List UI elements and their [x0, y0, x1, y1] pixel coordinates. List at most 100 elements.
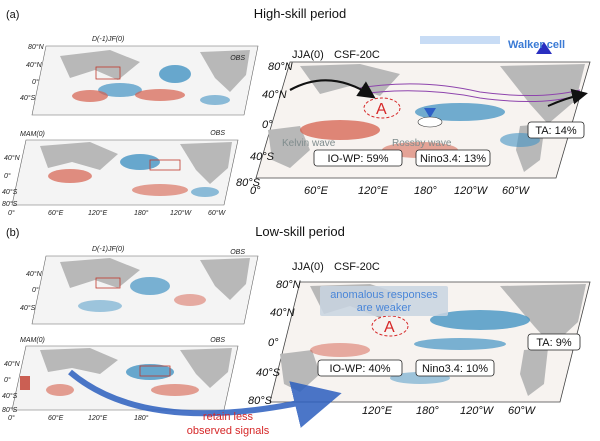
warm-anomaly	[135, 89, 185, 101]
io-wp-box	[317, 359, 403, 377]
lon-tick: 180°	[134, 209, 149, 217]
note-line-1: anomalous responses	[330, 289, 438, 301]
lon-tick: 120°E	[358, 185, 389, 197]
lon-tick: 0°	[8, 414, 15, 422]
signal-transfer-arrow	[68, 369, 342, 428]
cool-anomaly	[200, 95, 230, 105]
lat-tick: 40°S	[250, 151, 275, 163]
nino34-value: Nino3.4: 10%	[422, 363, 488, 375]
lat-tick: 80°S	[248, 395, 273, 407]
panel-a-title: High-skill period	[254, 6, 346, 21]
rossby-wave-label: Rossby wave	[392, 138, 452, 149]
lat-tick: 80°N	[28, 43, 45, 51]
lat-tick: 80°S	[2, 406, 18, 414]
lon-tick: 60°W	[508, 405, 537, 417]
lat-tick: 0°	[262, 119, 273, 131]
big-map-low-skill: A anomalous responses are weaker JJA(0) …	[248, 261, 591, 417]
warm-anomaly	[48, 169, 92, 183]
lon-tick: 60°W	[208, 209, 227, 217]
small-map-mam-a: MAM(0) OBS 40°N 0° 40°S 80°S 0° 60°E 120…	[2, 130, 239, 217]
nino34-box	[415, 149, 491, 167]
warm-anomaly	[72, 90, 108, 102]
lat-tick: 40°S	[20, 304, 36, 312]
index-box	[95, 66, 121, 80]
lat-tick: 0°	[4, 172, 11, 180]
small-map-obs-label: OBS	[210, 130, 225, 137]
warm-anomaly	[174, 294, 206, 306]
panel-b-title: Low-skill period	[255, 224, 345, 239]
cool-anomaly	[78, 300, 122, 312]
index-box	[95, 277, 121, 289]
wave-arrow	[547, 88, 588, 107]
warm-anomaly	[20, 376, 30, 390]
land-mass	[200, 50, 250, 92]
cool-anomaly	[120, 154, 160, 170]
small-map-season-label: D(-1)JF(0)	[92, 246, 124, 253]
lat-tick: 80°S	[2, 200, 18, 208]
warm-anomaly	[310, 343, 370, 357]
io-wp-value: IO-WP: 59%	[327, 153, 388, 165]
land-mass	[40, 348, 118, 374]
land-mass	[40, 142, 118, 170]
warm-anomaly	[132, 184, 188, 196]
warm-anomaly	[46, 384, 74, 396]
lat-tick: 40°S	[2, 188, 18, 196]
retain-line-2: observed signals	[187, 425, 270, 437]
lon-tick: 0°	[8, 209, 15, 217]
walker-arrowhead	[424, 108, 436, 118]
circulation-contour	[359, 90, 577, 103]
lon-tick: 180°	[414, 185, 437, 197]
cool-anomaly	[98, 83, 142, 97]
land-mass	[520, 348, 548, 396]
io-wp-value: IO-WP: 40%	[329, 363, 390, 375]
lat-tick: 0°	[32, 78, 39, 86]
panel-b-letter: (b)	[6, 227, 19, 239]
cool-anomaly	[430, 310, 530, 330]
ta-value: TA: 14%	[535, 125, 577, 137]
anomaly-marker: A	[376, 101, 387, 118]
lat-tick: 40°N	[270, 307, 295, 319]
anomaly-ellipse	[363, 97, 401, 119]
wave-arrow	[289, 79, 376, 99]
walker-arrowhead	[536, 42, 552, 54]
lat-tick: 80°N	[268, 61, 293, 73]
lon-tick: 120°W	[454, 185, 489, 197]
lat-tick: 80°N	[276, 279, 301, 291]
big-map-model: CSF-20C	[334, 261, 380, 273]
lon-tick: 120°W	[170, 209, 192, 217]
small-map-season-label: MAM(0)	[20, 337, 45, 344]
lat-tick: 40°N	[262, 89, 287, 101]
cool-anomaly	[415, 103, 505, 121]
small-map-obs-label: OBS	[230, 249, 245, 256]
warm-anomaly	[300, 120, 380, 140]
nino34-value: Nino3.4: 13%	[420, 153, 486, 165]
small-map-season-label: D(-1)JF(0)	[92, 36, 124, 43]
circulation-contour	[359, 83, 581, 97]
land-mass	[500, 284, 586, 346]
retain-line-1: retain less	[203, 411, 254, 423]
lon-tick: 120°E	[88, 209, 107, 217]
big-map-high-skill: A Walker cell Kelvin wave Rossby wave JJ…	[236, 36, 591, 197]
cool-anomaly	[191, 187, 219, 197]
cloud-icon	[417, 116, 443, 128]
index-box	[149, 159, 181, 171]
lat-tick: 0°	[4, 376, 11, 384]
lat-tick: 40°S	[2, 392, 18, 400]
lat-tick: 40°N	[26, 61, 43, 69]
anomaly-marker: A	[384, 319, 395, 336]
lat-tick: 0°	[268, 337, 279, 349]
lon-tick: 60°E	[48, 209, 64, 217]
small-map-obs-label: OBS	[210, 337, 225, 344]
small-map-djf-b: D(-1)JF(0) OBS 40°N 0° 40°S	[20, 246, 259, 325]
lat-tick: 40°N	[4, 360, 21, 368]
nino34-box	[415, 359, 495, 377]
land-mass	[180, 142, 232, 184]
cool-anomaly	[159, 65, 191, 83]
index-box	[139, 365, 171, 377]
small-map-obs-label: OBS	[230, 55, 245, 62]
lon-tick: 60°E	[304, 185, 329, 197]
land-mass	[268, 126, 310, 168]
small-map-djf-a: D(-1)JF(0) OBS 80°N 40°N 0° 40°S	[20, 36, 259, 116]
land-mass	[200, 258, 250, 300]
